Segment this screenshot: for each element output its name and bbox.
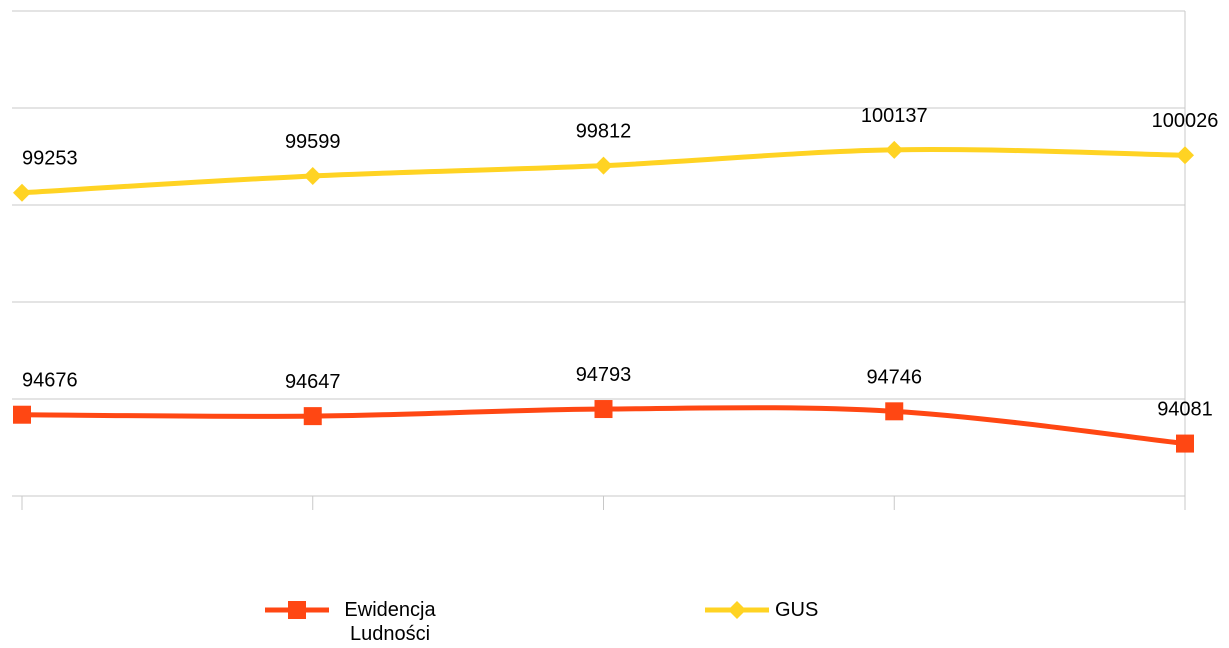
data-label: 94081 — [1157, 399, 1213, 421]
legend-marker — [288, 601, 306, 619]
legend-marker — [728, 601, 746, 619]
legend-label: GUS — [775, 599, 819, 621]
point-marker — [594, 400, 613, 419]
data-label: 94676 — [22, 370, 78, 392]
data-label: 99812 — [576, 121, 632, 143]
point-marker — [885, 140, 904, 159]
point-marker — [1176, 146, 1194, 165]
point-marker — [1176, 434, 1194, 453]
point-marker — [594, 156, 613, 175]
legend-label: Ewidencja Ludności — [344, 599, 436, 645]
data-label: 100137 — [861, 105, 928, 127]
data-label: 94647 — [285, 371, 341, 393]
data-label: 99599 — [285, 131, 341, 153]
data-label: 100026 — [1152, 110, 1219, 132]
point-marker — [885, 402, 904, 421]
point-marker — [303, 166, 322, 185]
point-marker — [303, 407, 322, 426]
point-marker — [13, 405, 31, 424]
data-label: 99253 — [22, 148, 78, 170]
data-label: 94793 — [576, 364, 632, 386]
point-marker — [13, 183, 31, 202]
data-label: 94746 — [866, 366, 922, 388]
